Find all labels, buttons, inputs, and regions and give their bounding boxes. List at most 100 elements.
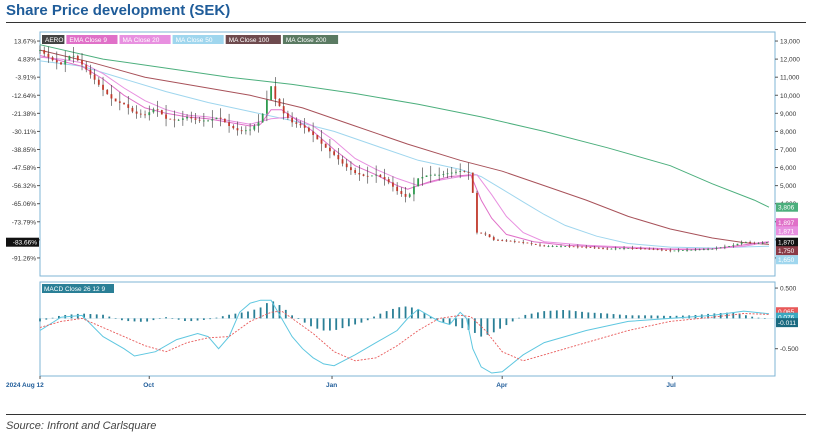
candle-body bbox=[639, 248, 642, 250]
candle-body bbox=[123, 102, 125, 105]
candle-body bbox=[484, 233, 487, 235]
current-pct-tag bbox=[6, 237, 39, 247]
macd-hist-bar bbox=[177, 318, 180, 320]
macd-hist-bar bbox=[492, 318, 495, 333]
candle-body bbox=[635, 248, 638, 249]
macd-hist-bar bbox=[366, 318, 369, 321]
macd-hist-bar bbox=[58, 315, 60, 319]
macd-hist-bar bbox=[410, 307, 413, 319]
candle-body bbox=[127, 104, 130, 108]
macd-hist-bar bbox=[240, 312, 243, 319]
candle-body bbox=[488, 234, 491, 238]
candle-body bbox=[97, 79, 100, 85]
candle-body bbox=[379, 174, 382, 177]
macd-hist-bar bbox=[511, 318, 514, 322]
candle-body bbox=[156, 109, 159, 111]
candle-body bbox=[480, 232, 483, 234]
candle-body bbox=[476, 192, 478, 233]
candle-body bbox=[698, 249, 701, 251]
candle-body bbox=[375, 174, 378, 176]
candle-body bbox=[564, 246, 567, 247]
candle-body bbox=[463, 171, 466, 172]
legend-4-swatch bbox=[225, 35, 281, 44]
last-value-0-tag bbox=[776, 202, 798, 212]
candle-body bbox=[383, 176, 386, 180]
left-tick-label: 4.83% bbox=[18, 57, 37, 64]
candle-body bbox=[459, 171, 462, 172]
candle-body bbox=[526, 242, 529, 244]
macd-hist-bar bbox=[158, 318, 161, 319]
candle-body bbox=[354, 170, 357, 173]
candle-body bbox=[131, 107, 134, 112]
macd-hist-bar bbox=[360, 318, 363, 323]
candle-body bbox=[417, 178, 420, 187]
macd-hist-bar bbox=[121, 318, 123, 321]
candle-body bbox=[81, 60, 83, 65]
candle-body bbox=[753, 242, 756, 244]
candle-body bbox=[757, 243, 760, 244]
macd-hist-bar bbox=[663, 315, 665, 319]
candle-body bbox=[715, 248, 718, 249]
macd-hist-bar bbox=[568, 310, 571, 319]
macd-hist-bar bbox=[341, 318, 344, 329]
macd-hist-bar bbox=[347, 318, 350, 327]
candle-body bbox=[522, 242, 525, 243]
macd-hist-bar bbox=[681, 315, 684, 319]
macd-hist-bar bbox=[448, 318, 451, 325]
right-tick-label: 7,000 bbox=[780, 147, 797, 154]
macd-hist-bar bbox=[669, 315, 672, 319]
macd-hist-bar bbox=[234, 313, 237, 319]
candle-body bbox=[282, 106, 285, 114]
legend-5-swatch bbox=[282, 35, 339, 44]
candle-body bbox=[623, 248, 625, 249]
candle-body bbox=[694, 249, 697, 251]
candle-body bbox=[652, 248, 655, 250]
candle-body bbox=[765, 242, 768, 244]
macd-hist-bar bbox=[196, 318, 199, 321]
candle-body bbox=[316, 135, 319, 140]
candle-body bbox=[215, 117, 218, 120]
macd-hist-bar bbox=[373, 316, 375, 319]
candle-body bbox=[270, 86, 272, 100]
macd-hist-bar bbox=[209, 318, 212, 320]
candle-body bbox=[539, 244, 541, 246]
candle-body bbox=[194, 118, 197, 120]
candle-body bbox=[181, 118, 184, 120]
candle-body bbox=[677, 250, 680, 252]
macd-hist-bar bbox=[329, 318, 331, 331]
macd-legend-label: MACD Close 26 12 9 bbox=[44, 286, 105, 293]
candle-body bbox=[287, 113, 289, 118]
candle-body bbox=[597, 247, 600, 249]
macd-hist-bar bbox=[442, 318, 445, 323]
legend-2-swatch bbox=[119, 35, 171, 44]
candle-body bbox=[631, 247, 634, 249]
macd-hist-bar bbox=[713, 313, 716, 319]
last-value-2-tag bbox=[776, 226, 798, 236]
macd-last-2-tag bbox=[776, 318, 798, 328]
candle-body bbox=[534, 244, 537, 245]
right-tick-label: 5,000 bbox=[780, 183, 797, 190]
macd-hist-bar bbox=[259, 307, 262, 319]
candle-body bbox=[648, 248, 651, 250]
candle-body bbox=[312, 131, 315, 136]
candle-body bbox=[152, 109, 155, 113]
macd-line bbox=[39, 299, 770, 374]
candle-body bbox=[547, 246, 550, 247]
candle-body bbox=[446, 173, 449, 175]
left-tick-label: -3.91% bbox=[15, 75, 36, 82]
macd-hist-bar bbox=[202, 318, 205, 320]
candle-body bbox=[55, 60, 58, 63]
candle-body bbox=[43, 50, 46, 54]
macd-hist-bar bbox=[473, 318, 476, 333]
candle-body bbox=[686, 249, 688, 251]
macd-tick-label: 0.500 bbox=[780, 286, 797, 293]
macd-hist-bar bbox=[322, 318, 325, 331]
candle-body bbox=[581, 246, 583, 248]
legend-1-swatch bbox=[66, 35, 118, 44]
macd-hist-bar bbox=[738, 313, 741, 319]
macd-hist-bar bbox=[102, 314, 104, 319]
candle-body bbox=[148, 112, 151, 116]
right-tick-label: 12,000 bbox=[780, 57, 800, 64]
macd-hist-bar bbox=[83, 313, 86, 319]
candle-body bbox=[392, 182, 394, 187]
